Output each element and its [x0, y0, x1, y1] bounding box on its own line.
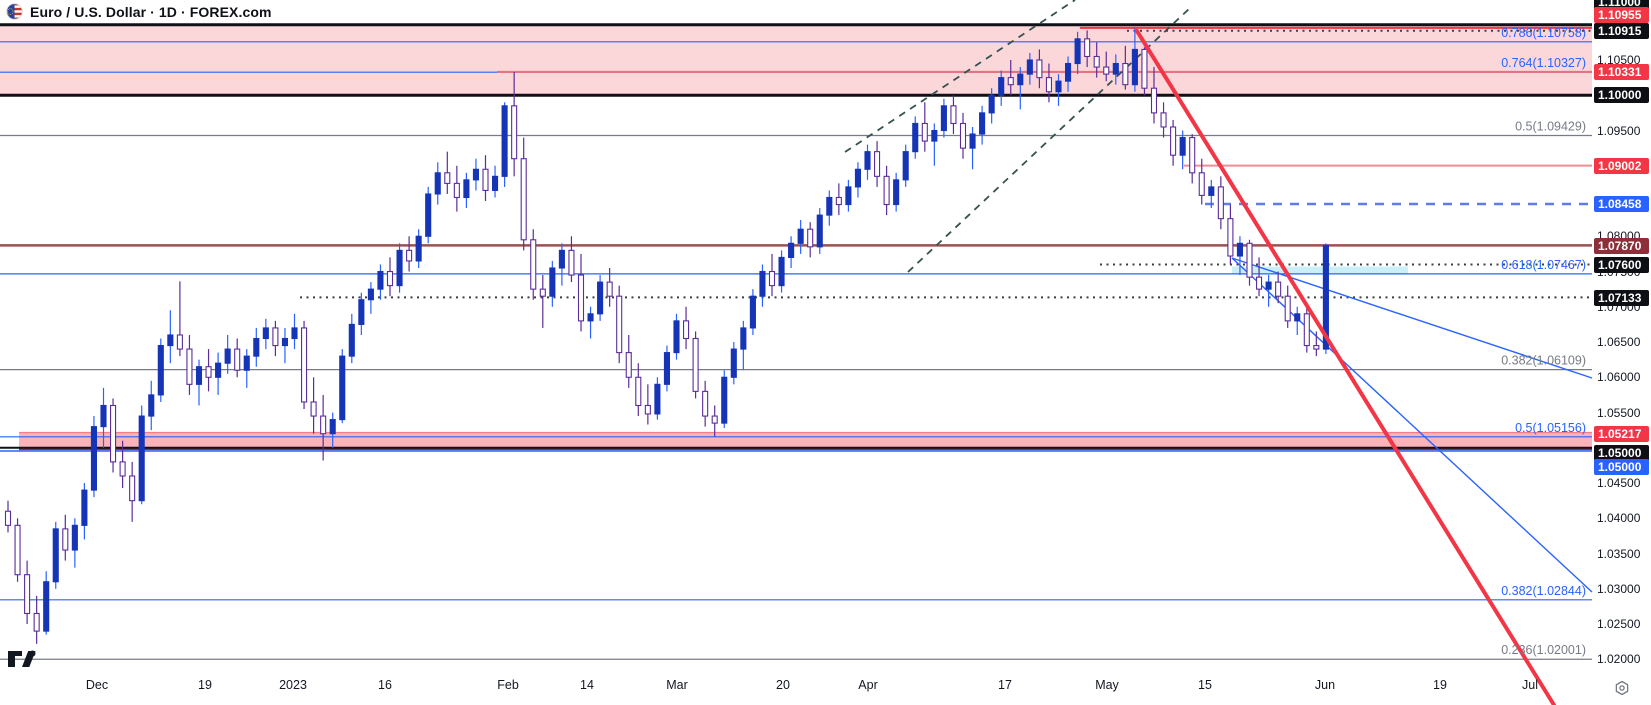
- fib-level-label: 0.382(1.02844): [1501, 584, 1586, 598]
- fib-level-label: 0.382(1.06109): [1501, 354, 1586, 368]
- price-axis[interactable]: 1.105001.095001.080001.075001.070001.065…: [1592, 0, 1651, 666]
- fib-level-label: 0.786(1.10758): [1501, 26, 1586, 40]
- time-axis-label: Dec: [85, 678, 109, 692]
- price-label-box: 1.08458: [1594, 196, 1649, 212]
- price-tick-label: 1.04000: [1597, 511, 1641, 526]
- symbol-title: Euro / U.S. Dollar · 1D · FOREX.com: [30, 3, 272, 20]
- price-label-box: 1.10915: [1594, 22, 1649, 39]
- time-axis-label: 19: [198, 678, 212, 692]
- time-axis-label: 2023: [279, 678, 307, 692]
- time-axis-label: 15: [1198, 678, 1212, 692]
- price-tick-label: 1.06000: [1597, 370, 1641, 385]
- price-label-box: 1.05000: [1594, 445, 1649, 461]
- time-axis-label: 19: [1433, 678, 1447, 692]
- price-label-box: 1.05217: [1594, 426, 1649, 442]
- time-axis[interactable]: Dec 19 2023 16 Feb 14 Mar 20 Apr 17 May 15 Jun 19 Jul: [0, 650, 1592, 705]
- price-label-box: 1.07600: [1594, 256, 1649, 273]
- eurusd-flag-icon: [6, 3, 23, 20]
- fib-level-label: 0.5(1.09429): [1515, 120, 1586, 134]
- time-axis-label: Feb: [497, 678, 519, 692]
- time-axis-label: 14: [580, 678, 594, 692]
- time-axis-label: May: [1095, 678, 1119, 692]
- price-label-box: 1.07133: [1594, 289, 1649, 306]
- time-axis-label: 16: [378, 678, 392, 692]
- price-tick-label: 1.02500: [1597, 617, 1641, 632]
- price-tick-label: 1.09500: [1597, 123, 1641, 138]
- time-axis-label: Apr: [858, 678, 878, 692]
- price-label-box: 1.11000: [1594, 0, 1649, 10]
- price-label-box: 1.05000: [1594, 459, 1649, 475]
- fib-level-label: 0.5(1.05156): [1515, 421, 1586, 435]
- time-axis-label: Mar: [666, 678, 688, 692]
- time-axis-label: 20: [776, 678, 790, 692]
- symbol-header[interactable]: Euro / U.S. Dollar · 1D · FOREX.com: [6, 3, 272, 20]
- price-tick-label: 1.02000: [1597, 652, 1641, 667]
- fib-level-label: 0.236(1.02001): [1501, 643, 1586, 657]
- price-label-box: 1.07870: [1594, 238, 1649, 254]
- price-label-box: 1.09002: [1594, 158, 1649, 174]
- price-label-box: 1.10000: [1594, 87, 1649, 103]
- time-axis-label: Jul: [1522, 678, 1538, 692]
- fib-level-label: 0.764(1.10327): [1501, 56, 1586, 70]
- price-tick-label: 1.04500: [1597, 476, 1641, 491]
- fib-level-label: 0.618(1.07467): [1501, 258, 1586, 272]
- price-label-box: 1.10955: [1594, 7, 1649, 23]
- price-tick-label: 1.03000: [1597, 581, 1641, 596]
- price-tick-label: 1.10500: [1597, 53, 1641, 67]
- tradingview-logo[interactable]: [7, 646, 43, 668]
- price-label-box: 1.10331: [1594, 64, 1649, 80]
- price-tick-label: 1.03500: [1597, 546, 1641, 561]
- time-axis-label: 17: [998, 678, 1012, 692]
- gear-icon[interactable]: [1613, 679, 1631, 697]
- time-axis-label: Jun: [1314, 678, 1336, 692]
- price-tick-label: 1.06500: [1597, 335, 1641, 350]
- price-tick-label: 1.05500: [1597, 405, 1641, 420]
